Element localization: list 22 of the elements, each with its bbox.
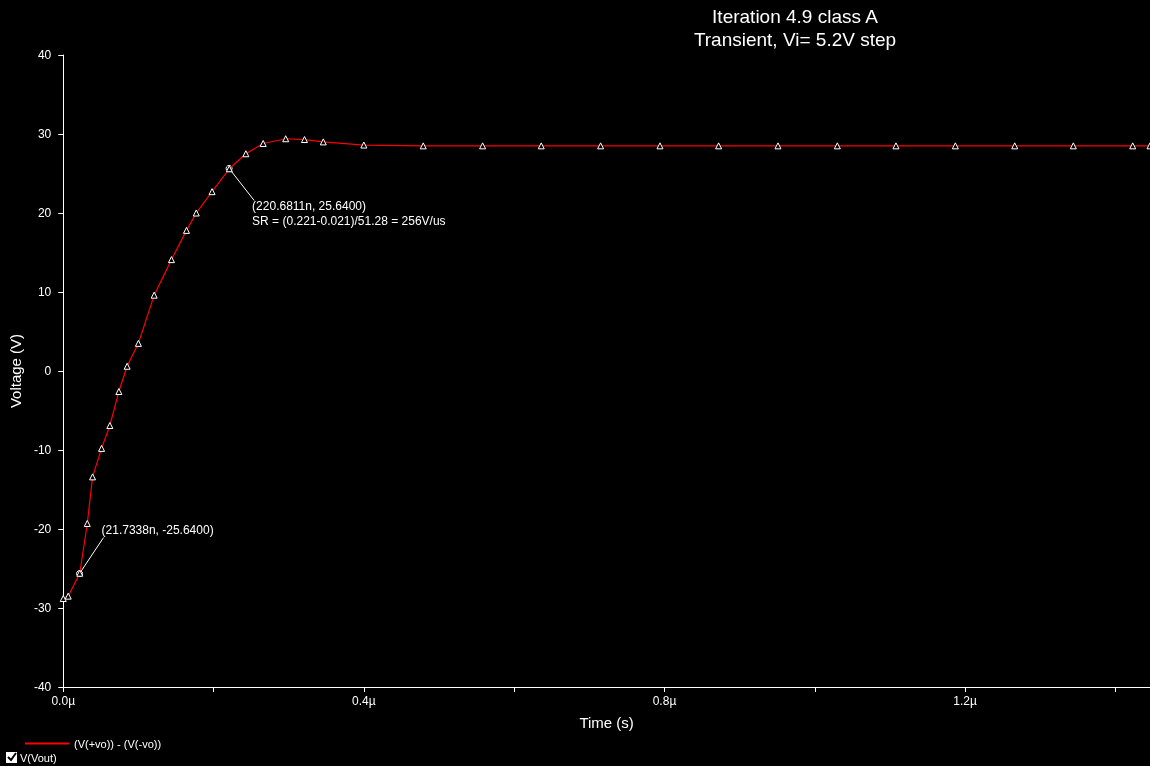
chart-subtitle: Transient, Vi= 5.2V step <box>693 29 897 50</box>
x-tick-label: 0.0µ <box>51 694 76 708</box>
y-tick-label: -20 <box>33 522 52 536</box>
x-tick-label: 0.4µ <box>352 694 376 708</box>
y-tick-label: 40 <box>37 48 52 62</box>
y-tick-label: 10 <box>37 285 52 299</box>
y-tick-label: -30 <box>33 601 52 615</box>
y-tick-label: -10 <box>33 443 52 457</box>
y-tick-label: 20 <box>37 206 52 220</box>
x-tick-label: 0.8µ <box>652 694 677 708</box>
legend-label: (V(+vo)) - (V(-vo)) <box>74 737 162 750</box>
y-axis-title: Voltage (V) <box>7 333 24 409</box>
y-tick-label: 0 <box>44 364 52 378</box>
y-tick-label: -40 <box>33 680 52 694</box>
x-tick-label: 1.2µ <box>953 694 977 708</box>
y-tick-label: 30 <box>37 127 52 141</box>
chart-title: Iteration 4.9 class A <box>712 6 879 27</box>
annotation: (220.6811n, 25.6400) <box>252 199 366 214</box>
annotation: (21.7338n, -25.6400) <box>101 522 214 537</box>
text: V(Vout) <box>20 751 57 764</box>
x-axis-title: Time (s) <box>579 714 634 731</box>
annotation: SR = (0.221-0.021)/51.28 = 256V/us <box>252 214 446 229</box>
